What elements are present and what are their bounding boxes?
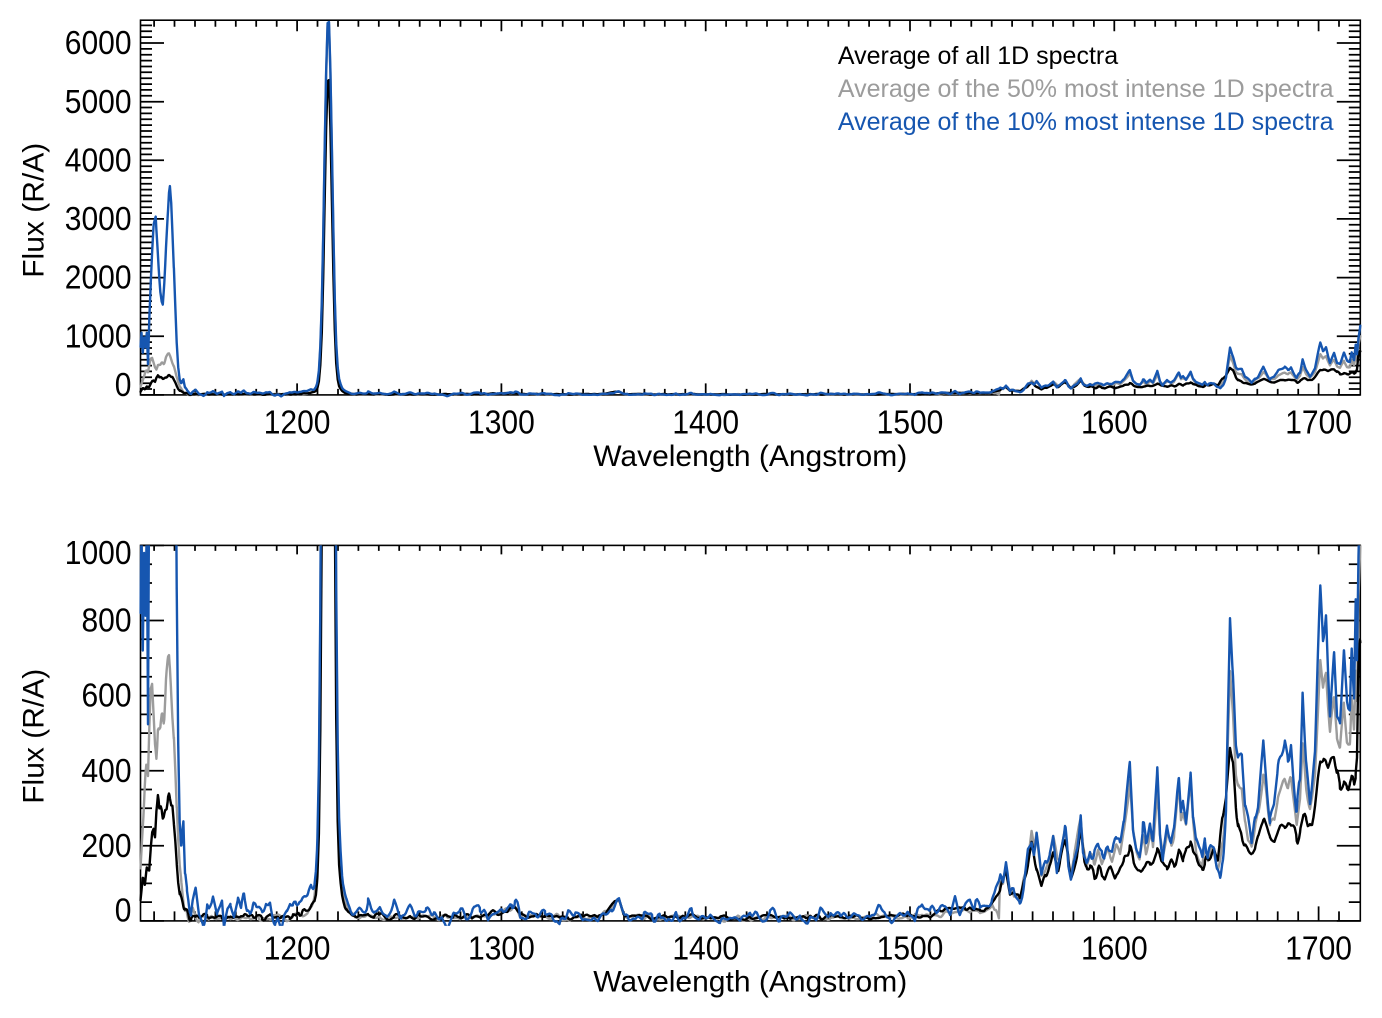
svg-text:1200: 1200 xyxy=(264,405,331,442)
svg-text:0: 0 xyxy=(115,893,132,930)
svg-text:1700: 1700 xyxy=(1285,931,1352,968)
svg-text:600: 600 xyxy=(82,678,132,715)
svg-text:200: 200 xyxy=(82,828,132,865)
svg-text:Flux (R/A): Flux (R/A) xyxy=(17,669,50,804)
svg-text:1600: 1600 xyxy=(1081,405,1148,442)
svg-text:1300: 1300 xyxy=(468,405,535,442)
svg-text:Flux (R/A): Flux (R/A) xyxy=(17,143,50,278)
svg-text:400: 400 xyxy=(82,753,132,790)
svg-text:1400: 1400 xyxy=(672,405,739,442)
svg-text:Wavelength (Angstrom): Wavelength (Angstrom) xyxy=(593,965,907,998)
svg-text:1000: 1000 xyxy=(65,318,132,355)
svg-text:1600: 1600 xyxy=(1081,931,1148,968)
svg-text:Average of all 1D spectra: Average of all 1D spectra xyxy=(838,42,1118,70)
svg-text:1400: 1400 xyxy=(672,931,739,968)
svg-text:3000: 3000 xyxy=(65,201,132,238)
svg-text:6000: 6000 xyxy=(65,25,132,62)
svg-text:1500: 1500 xyxy=(877,405,944,442)
svg-text:1200: 1200 xyxy=(264,931,331,968)
svg-text:800: 800 xyxy=(82,603,132,640)
svg-text:1500: 1500 xyxy=(877,931,944,968)
svg-text:Average of the 50% most intens: Average of the 50% most intense 1D spect… xyxy=(838,75,1334,103)
svg-text:Average of the 10% most intens: Average of the 10% most intense 1D spect… xyxy=(838,108,1334,136)
svg-text:1300: 1300 xyxy=(468,931,535,968)
svg-text:Wavelength (Angstrom): Wavelength (Angstrom) xyxy=(593,440,907,473)
svg-text:1700: 1700 xyxy=(1285,405,1352,442)
svg-text:5000: 5000 xyxy=(65,84,132,121)
svg-text:1000: 1000 xyxy=(65,535,132,572)
svg-text:2000: 2000 xyxy=(65,260,132,297)
svg-text:4000: 4000 xyxy=(65,142,132,179)
svg-text:0: 0 xyxy=(115,367,132,404)
